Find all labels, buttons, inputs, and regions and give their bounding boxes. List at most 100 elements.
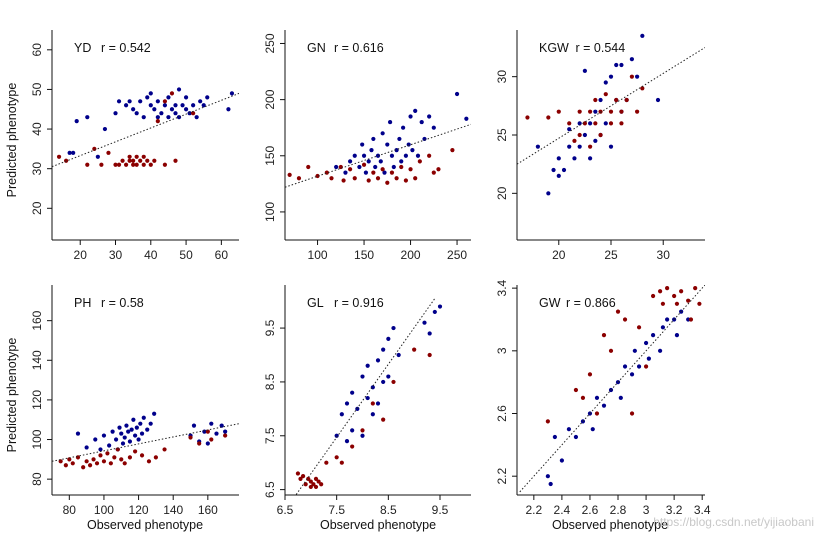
x-tick-label: 250 xyxy=(447,248,467,262)
data-point-blue xyxy=(593,109,598,114)
correlation-label: r = 0.866 xyxy=(566,296,616,310)
data-point-blue xyxy=(381,347,386,352)
data-point-blue xyxy=(394,148,399,153)
x-tick-label: 2.4 xyxy=(554,503,571,517)
data-point-blue xyxy=(614,62,619,68)
plot-area xyxy=(295,298,443,495)
data-point-blue xyxy=(138,99,143,104)
data-point-red xyxy=(380,167,385,172)
panel-gw: 2.2 2.4 2.6 2.8 3 3.2 3.4 2.2 2.6 3 3.4 GW r = 0.866 xyxy=(495,279,711,517)
data-point-red xyxy=(573,387,579,393)
data-point-blue xyxy=(191,103,196,108)
data-point-blue xyxy=(123,103,129,108)
data-point-blue xyxy=(191,423,197,428)
data-point-blue xyxy=(437,304,443,309)
data-point-blue xyxy=(572,156,577,161)
data-point-blue xyxy=(131,417,136,422)
data-point-red xyxy=(371,170,376,175)
data-point-red xyxy=(636,325,642,330)
data-point-red xyxy=(348,167,353,172)
data-point-blue xyxy=(117,425,122,430)
data-point-blue xyxy=(209,421,214,426)
x-tick-label: 160 xyxy=(198,503,218,517)
data-point-blue xyxy=(588,156,593,161)
data-point-red xyxy=(615,309,621,314)
y-tick-label: 250 xyxy=(263,33,277,53)
data-point-blue xyxy=(101,433,107,438)
data-point-red xyxy=(106,150,111,155)
data-point-blue xyxy=(415,153,421,158)
data-point-red xyxy=(381,417,386,422)
data-point-red xyxy=(127,158,132,163)
x-tick-label: 100 xyxy=(308,248,328,262)
data-point-red xyxy=(311,482,316,487)
data-point-red xyxy=(308,484,313,490)
data-point-red xyxy=(672,293,677,299)
data-point-red xyxy=(315,173,320,179)
data-point-red xyxy=(427,153,432,158)
data-point-blue xyxy=(619,62,624,68)
data-point-blue xyxy=(205,441,210,446)
y-tick-label: 100 xyxy=(263,202,277,222)
data-point-blue xyxy=(363,170,369,175)
data-point-blue xyxy=(365,363,370,368)
data-point-blue xyxy=(380,131,385,136)
data-point-blue xyxy=(545,474,550,479)
data-point-blue xyxy=(71,150,76,155)
data-point-blue xyxy=(546,191,551,196)
data-point-red xyxy=(624,97,629,103)
data-point-blue xyxy=(601,403,607,408)
data-point-red xyxy=(693,286,698,291)
data-point-red xyxy=(306,476,311,481)
y-tick-label: 20 xyxy=(30,201,44,215)
data-point-red xyxy=(614,97,619,103)
data-point-blue xyxy=(360,374,365,379)
data-point-red xyxy=(122,461,127,466)
data-point-blue xyxy=(588,121,593,126)
y-tick-label: 25 xyxy=(495,128,509,142)
trait-label: GL xyxy=(307,296,324,310)
data-point-blue xyxy=(375,358,381,363)
data-point-red xyxy=(413,176,418,181)
data-point-red xyxy=(287,172,292,177)
data-point-red xyxy=(152,158,157,163)
data-point-blue xyxy=(593,138,598,143)
data-point-red xyxy=(399,164,404,170)
data-point-blue xyxy=(127,439,133,444)
data-point-red xyxy=(87,463,93,468)
data-point-blue xyxy=(129,427,134,432)
data-point-blue xyxy=(674,333,680,338)
data-point-red xyxy=(389,170,395,175)
y-tick-label: 3 xyxy=(495,347,509,354)
data-point-red xyxy=(197,441,202,446)
data-point-blue xyxy=(134,425,139,430)
fit-line xyxy=(295,298,436,495)
x-tick-label: 2.6 xyxy=(582,503,599,517)
data-point-red xyxy=(341,178,346,183)
data-point-blue xyxy=(370,412,375,417)
data-point-blue xyxy=(406,142,411,147)
y-tick-label: 40 xyxy=(30,122,44,136)
y-tick-label: 120 xyxy=(30,390,44,410)
x-axis-label-left: Observed phenotype xyxy=(87,518,203,532)
data-point-blue xyxy=(159,111,164,116)
data-point-blue xyxy=(133,433,138,438)
trait-label: GW xyxy=(539,296,561,310)
data-point-red xyxy=(577,109,582,114)
data-point-red xyxy=(582,121,587,126)
data-point-blue xyxy=(559,458,564,463)
y-tick-label: 100 xyxy=(30,429,44,449)
data-point-blue xyxy=(155,115,160,120)
data-point-blue xyxy=(371,136,376,142)
data-point-red xyxy=(697,301,702,306)
panel-gn: 100 150 200 250 100 150 200 250 GN r = 0.616 xyxy=(263,30,471,262)
data-point-red xyxy=(141,162,146,167)
data-point-blue xyxy=(603,121,608,126)
data-point-blue xyxy=(152,411,157,416)
data-point-blue xyxy=(93,437,98,442)
data-point-red xyxy=(81,465,86,470)
data-point-blue xyxy=(131,107,136,112)
data-point-blue xyxy=(598,97,603,103)
data-point-red xyxy=(629,74,634,79)
